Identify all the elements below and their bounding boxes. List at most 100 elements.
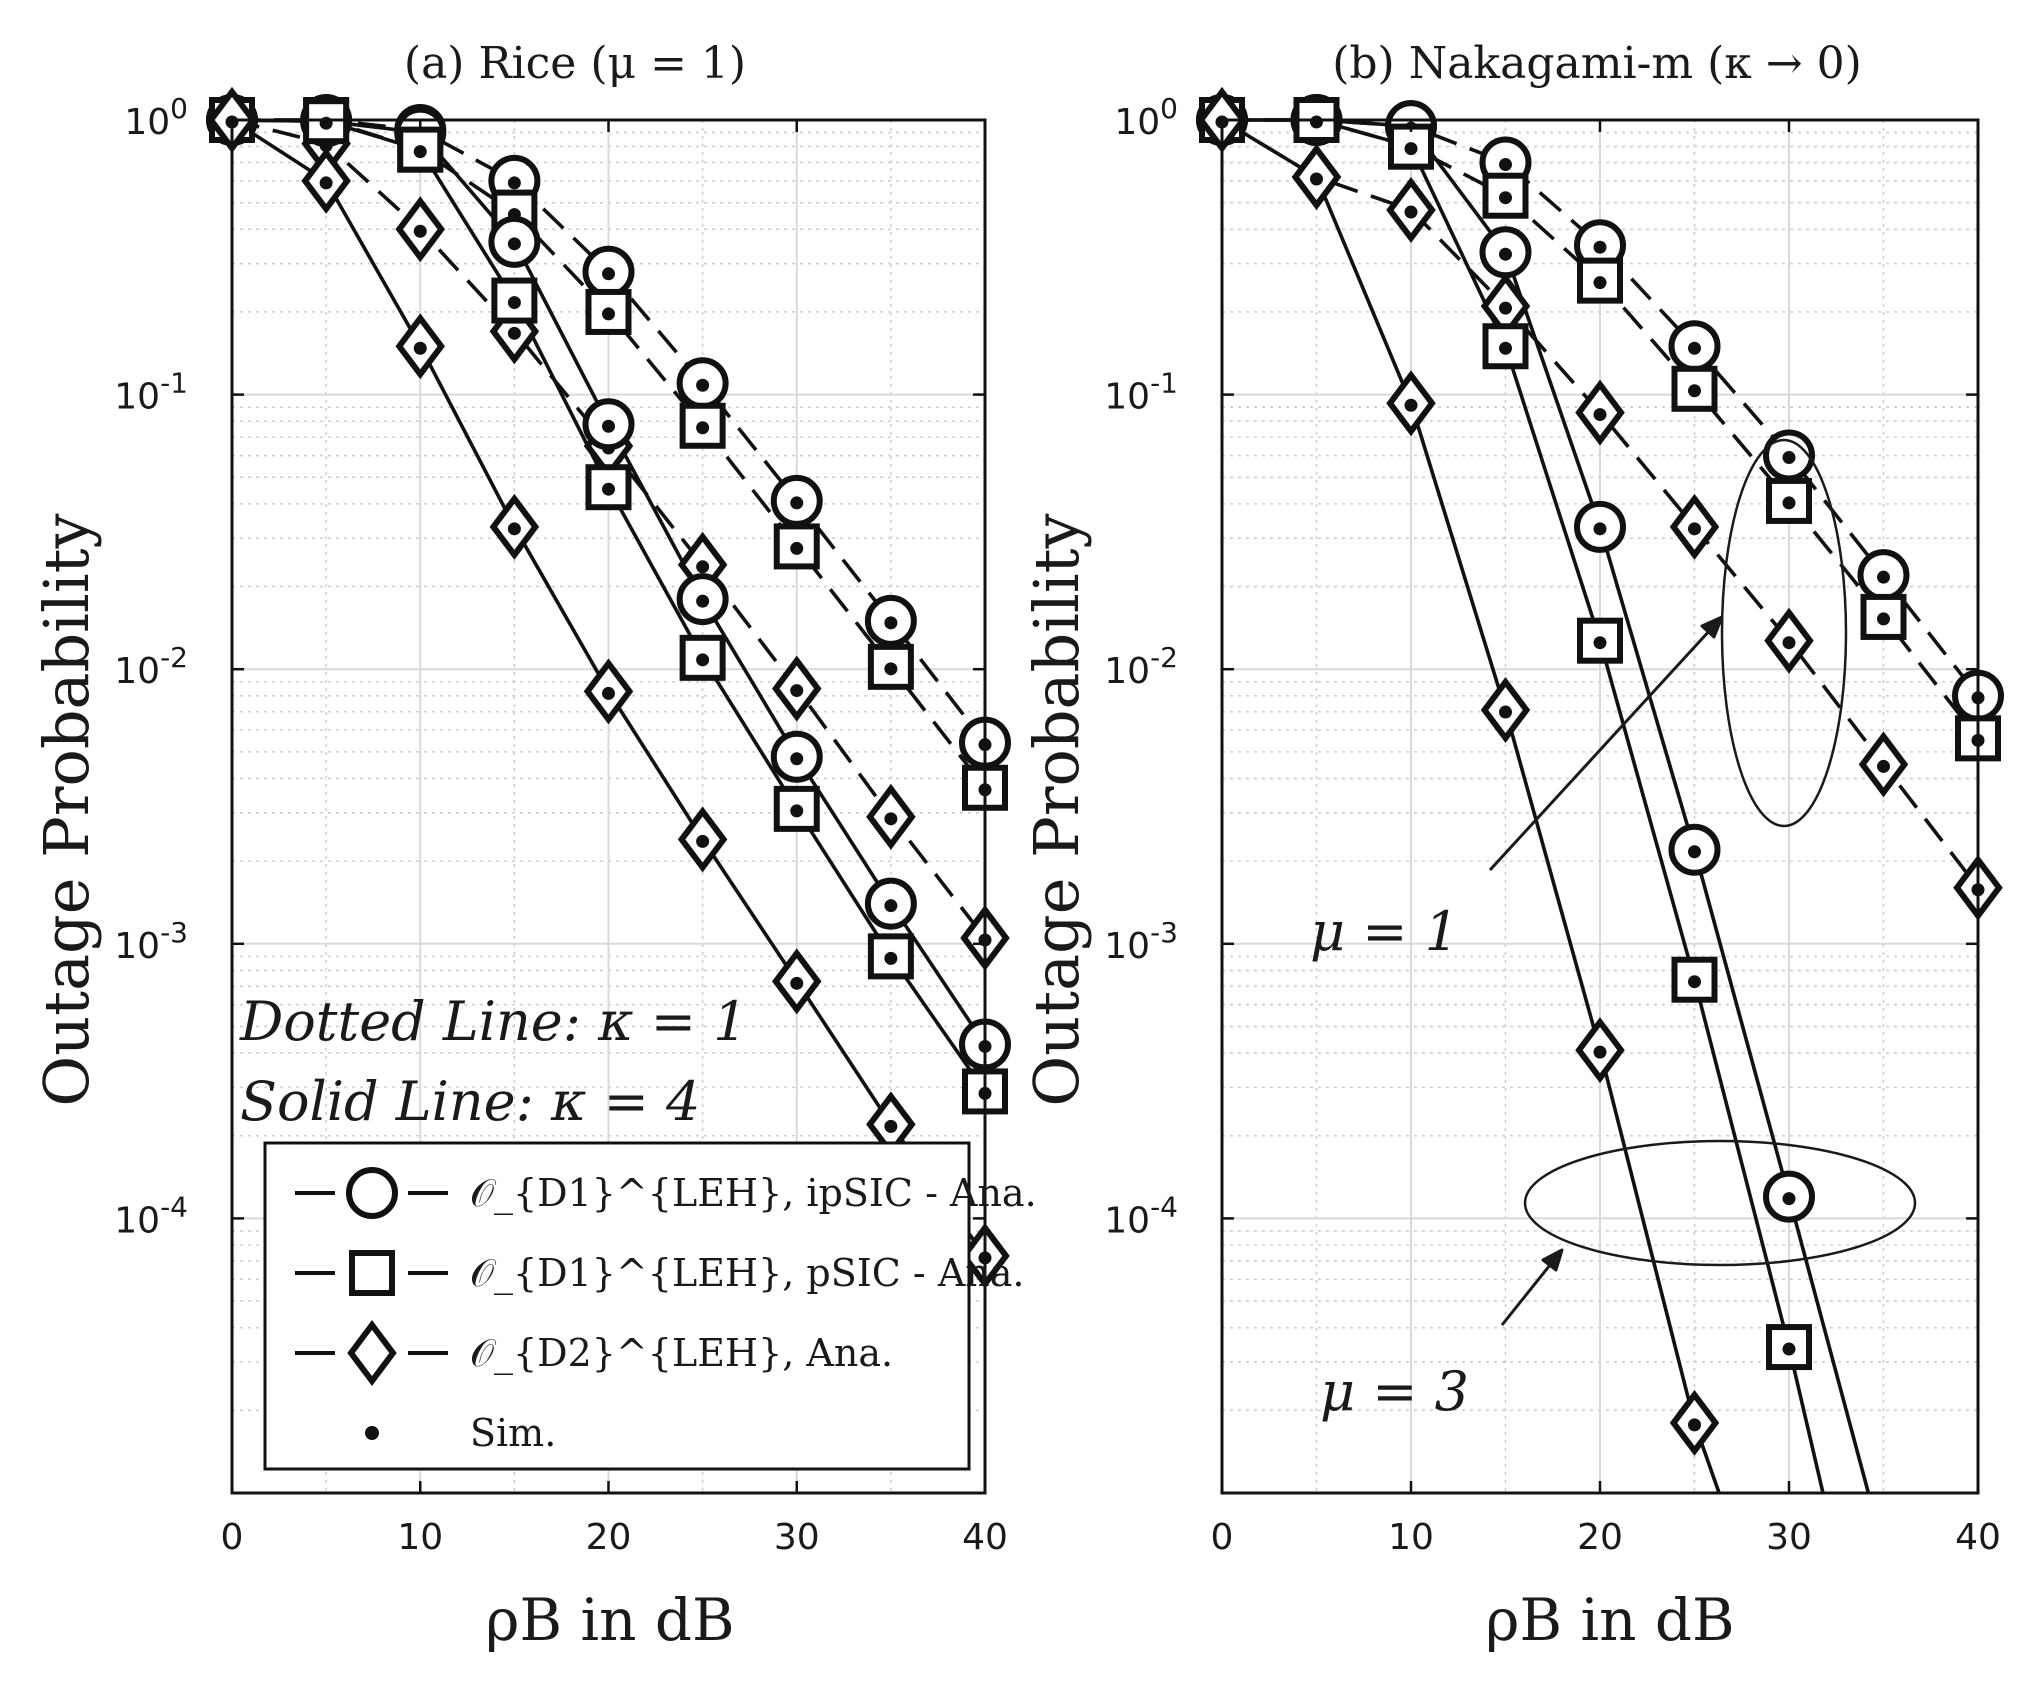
sim-point	[1404, 398, 1418, 412]
sim-point	[1782, 636, 1796, 650]
sim-point	[1688, 975, 1701, 989]
sim-point	[884, 1119, 898, 1133]
chart-title-a: (a) Rice (μ = 1)	[404, 38, 746, 89]
sim-point	[602, 419, 615, 433]
sim-point	[1688, 845, 1701, 859]
sim-point	[1782, 496, 1796, 510]
y-tick-label: 10-2	[114, 641, 188, 692]
y-tick-label: 10-2	[1104, 641, 1178, 692]
legend-label: 𝒪_{D2}^{LEH}, Ana.	[470, 1331, 893, 1376]
sim-point	[1404, 142, 1418, 156]
sim-point	[790, 976, 804, 990]
legend-label: 𝒪_{D1}^{LEH}, ipSIC - Ana.	[470, 1171, 1037, 1216]
legend: 𝒪_{D1}^{LEH}, ipSIC - Ana. 𝒪_{D1}^{LEH}, …	[263, 1141, 1037, 1471]
y-axis-label-b: Outage Probability	[1020, 513, 1093, 1106]
mu-1-ellipse	[1720, 438, 1848, 828]
legend-marker-square	[349, 1250, 395, 1296]
x-tick-label: 10	[397, 1517, 443, 1558]
sim-point	[884, 662, 898, 676]
sim-point	[696, 653, 710, 667]
sim-point	[1499, 341, 1512, 355]
sim-point	[1782, 1342, 1796, 1356]
sim-point	[1688, 522, 1701, 536]
sim-point	[1593, 522, 1607, 536]
sim-point	[884, 616, 898, 630]
sim-point	[1688, 384, 1701, 398]
y-tick-label: 100	[124, 92, 188, 143]
sim-point	[1877, 612, 1890, 626]
sim-point	[1310, 115, 1323, 129]
x-tick-label: 30	[774, 1517, 820, 1558]
sim-point	[319, 176, 333, 190]
sim-point	[1782, 1192, 1796, 1206]
legend-marker-dot	[365, 1426, 379, 1440]
x-tick-label: 30	[1766, 1517, 1812, 1558]
sim-point	[602, 307, 615, 321]
x-axis-label-a: ρB in dB	[485, 1586, 734, 1654]
sim-point	[507, 522, 521, 536]
legend-entry-diamond: 𝒪_{D2}^{LEH}, Ana.	[295, 1320, 893, 1386]
sim-point	[602, 482, 615, 496]
sim-point	[1593, 1045, 1607, 1059]
y-tick-label: 10-1	[1104, 367, 1178, 418]
chart-panel-b: 0 10 20 30 40 100 10-1 10-2 10-3 10-4 (b) Nakagam…	[1020, 38, 2004, 1654]
sim-point	[507, 237, 521, 251]
annotation-mu-1: μ = 1	[1310, 900, 1459, 963]
sim-point	[696, 594, 710, 608]
sim-point	[1593, 276, 1607, 290]
marker-group	[206, 87, 1011, 1289]
sim-point	[1593, 408, 1607, 422]
legend-entry-dot: Sim.	[365, 1411, 556, 1455]
sim-point	[696, 834, 710, 848]
annotations: Dotted Line: κ = 1 Solid Line: κ = 4 μ =…	[239, 438, 1917, 1423]
sim-point	[413, 145, 427, 159]
sim-point	[884, 812, 898, 826]
plot-area: 0 10 20 30 40 100 10-1 10-2 10-3 10-4	[1104, 87, 2004, 1558]
sim-point	[790, 752, 804, 766]
sim-point	[1688, 341, 1701, 355]
sim-point	[1593, 636, 1607, 650]
sim-point	[790, 496, 804, 510]
y-tick-label: 10-1	[114, 367, 188, 418]
legend-label: Sim.	[470, 1411, 556, 1455]
x-tick-label: 40	[1955, 1517, 2001, 1558]
sim-point	[790, 804, 804, 818]
legend-label: 𝒪_{D1}^{LEH}, pSIC - Ana.	[470, 1251, 1025, 1296]
x-tick-label: 0	[221, 1517, 244, 1558]
y-tick-label: 10-3	[114, 916, 188, 967]
sim-point	[507, 326, 521, 340]
y-tick-label: 100	[1114, 92, 1178, 143]
legend-entry-square: 𝒪_{D1}^{LEH}, pSIC - Ana.	[295, 1250, 1025, 1296]
x-axis-label-b: ρB in dB	[1485, 1586, 1734, 1654]
sim-point	[1499, 301, 1512, 315]
sim-point	[1310, 172, 1323, 186]
y-tick-label: 10-3	[1104, 916, 1178, 967]
sim-point	[507, 296, 521, 310]
legend-marker-diamond	[347, 1320, 397, 1386]
chart-title-b: (b) Nakagami-m (κ → 0)	[1332, 38, 1862, 89]
marker-square	[773, 523, 820, 570]
x-tick-label: 10	[1388, 1517, 1434, 1558]
y-axis-label-a: Outage Probability	[30, 513, 103, 1106]
sim-point	[790, 684, 804, 698]
annotation-mu-3: μ = 3	[1320, 1360, 1469, 1423]
annotation-kappa-4: Solid Line: κ = 4	[240, 1070, 700, 1133]
marker-square	[1577, 617, 1623, 664]
series-line-circle-solid	[1222, 118, 1871, 1493]
legend-marker-circle	[346, 1167, 398, 1219]
annotation-arrow-mu-3	[1500, 1248, 1564, 1326]
y-tick-label: 10-4	[1104, 1190, 1178, 1241]
sim-point	[1877, 570, 1890, 584]
marker-square	[679, 634, 726, 681]
sim-point	[507, 176, 521, 190]
sim-point	[1877, 759, 1890, 773]
sim-point	[602, 267, 615, 281]
marker-square	[1482, 323, 1529, 370]
sim-point	[884, 899, 898, 913]
sim-point	[790, 541, 804, 555]
x-tick-label: 0	[1211, 1517, 1234, 1558]
sim-point	[1404, 205, 1418, 219]
sim-point	[696, 560, 710, 574]
sim-point	[413, 341, 427, 355]
